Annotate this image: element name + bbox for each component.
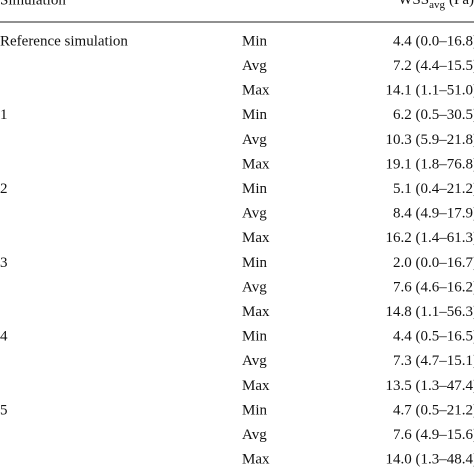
- stat-label: Max: [242, 304, 270, 320]
- header-simulation: Simulation: [0, 0, 66, 8]
- wss-value: 19.1 (1.8–76.8): [386, 156, 474, 172]
- wss-value: 14.1 (1.1–51.0): [386, 83, 474, 99]
- wss-value: 10.3 (5.9–21.8): [386, 132, 474, 148]
- stat-label: Max: [242, 83, 270, 99]
- stat-label: Avg: [242, 206, 267, 222]
- wss-value: 7.6 (4.9–15.6): [393, 427, 474, 443]
- wss-value: 16.2 (1.4–61.3): [386, 230, 474, 246]
- stat-label: Min: [242, 181, 268, 197]
- stat-label: Min: [242, 107, 268, 123]
- stat-label: Avg: [242, 279, 267, 295]
- header-wss: WSSavg (Pa): [398, 0, 474, 11]
- stat-label: Avg: [242, 353, 267, 369]
- wss-main: WSS: [398, 0, 429, 8]
- stat-label: Max: [242, 452, 270, 468]
- stat-label: Avg: [242, 58, 267, 74]
- wss-value: 13.5 (1.3–47.4): [386, 378, 474, 394]
- simulation-name: 2: [0, 181, 8, 197]
- stat-label: Min: [242, 33, 268, 49]
- wss-unit: (Pa): [449, 0, 474, 8]
- stat-label: Max: [242, 230, 270, 246]
- simulation-name: 3: [0, 255, 8, 271]
- stat-label: Min: [242, 255, 268, 271]
- wss-value: 6.2 (0.5–30.5): [393, 107, 474, 123]
- wss-value: 7.3 (4.7–15.1): [393, 353, 474, 369]
- wss-value: 4.7 (0.5–21.2): [393, 402, 474, 418]
- stat-label: Min: [242, 402, 268, 418]
- simulation-name: 1: [0, 107, 8, 123]
- wss-value: 2.0 (0.0–16.7): [393, 255, 474, 271]
- wss-value: 14.8 (1.1–56.3): [386, 304, 474, 320]
- wss-sub: avg: [429, 0, 445, 11]
- wss-value: 7.2 (4.4–15.5): [393, 58, 474, 74]
- wss-value: 4.4 (0.0–16.8): [393, 33, 474, 49]
- stat-label: Avg: [242, 132, 267, 148]
- stat-label: Max: [242, 378, 270, 394]
- wss-value: 8.4 (4.9–17.9): [393, 206, 474, 222]
- wss-value: 5.1 (0.4–21.2): [393, 181, 474, 197]
- stat-label: Avg: [242, 427, 267, 443]
- wss-value: 4.4 (0.5–16.5): [393, 329, 474, 345]
- stat-label: Min: [242, 329, 268, 345]
- stat-label: Max: [242, 156, 270, 172]
- simulation-name: 4: [0, 329, 8, 345]
- simulation-name: 5: [0, 402, 8, 418]
- wss-value: 14.0 (1.3–48.4): [386, 452, 474, 468]
- wss-value: 7.6 (4.6–16.2): [393, 279, 474, 295]
- simulation-name: Reference simulation: [0, 33, 128, 49]
